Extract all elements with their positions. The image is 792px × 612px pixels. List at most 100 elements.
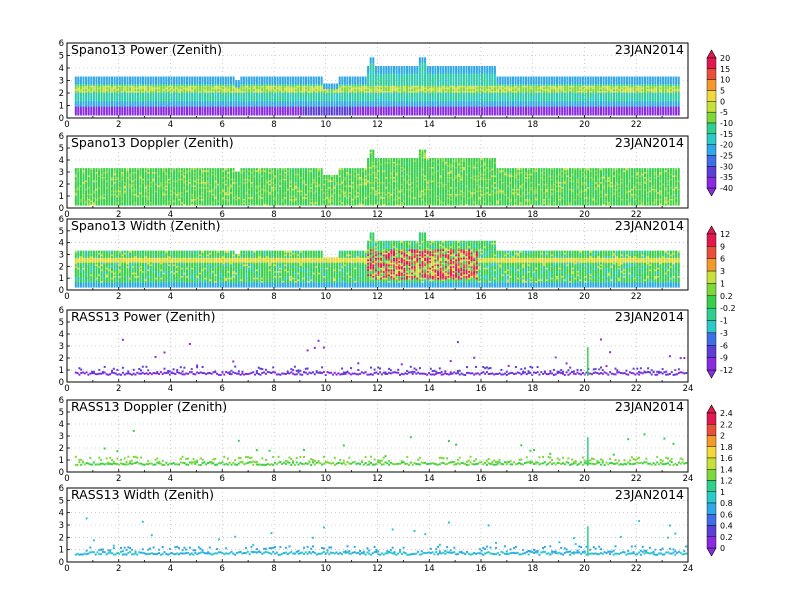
panel-date: 23JAN2014 <box>615 42 684 57</box>
x-tick-label: 14 <box>424 120 435 130</box>
y-tick-label: 1 <box>59 366 64 376</box>
panel-title: Spano13 Power (Zenith) <box>71 42 222 57</box>
y-tick-label: 0 <box>59 378 64 388</box>
y-tick-label: 4 <box>59 509 64 519</box>
panel-title: Spano13 Width (Zenith) <box>71 218 221 233</box>
colorbar-tick-label: -10 <box>720 119 733 128</box>
colorbar-tick-label: 0.8 <box>720 499 733 508</box>
x-tick-label: 16 <box>476 474 487 484</box>
colorbar-tick-label: 0 <box>720 544 725 553</box>
colorbar-tick-label: 10 <box>720 76 730 85</box>
x-tick-label: 18 <box>527 120 538 130</box>
y-tick-label: 6 <box>59 484 64 494</box>
x-tick-label: 14 <box>424 474 435 484</box>
x-tick-label: 4 <box>168 384 173 394</box>
x-tick-label: 20 <box>579 474 590 484</box>
y-tick-label: 1 <box>59 192 64 202</box>
x-tick-label: 22 <box>631 292 642 302</box>
x-tick-label: 2 <box>116 384 121 394</box>
x-tick-label: 22 <box>631 384 642 394</box>
colorbar-tick-label: 1.8 <box>720 443 733 452</box>
y-tick-label: 2 <box>59 354 64 364</box>
x-tick-label: 6 <box>220 292 225 302</box>
colorbar-tick-label: 15 <box>720 65 730 74</box>
x-tick-label: 0 <box>64 120 69 130</box>
panel-date: 23JAN2014 <box>615 487 684 502</box>
colorbar-tick-label: -3 <box>720 329 728 338</box>
colorbar-tick-label: -6 <box>720 341 728 350</box>
x-tick-label: 10 <box>320 384 331 394</box>
x-tick-label: 4 <box>168 474 173 484</box>
x-tick-label: 16 <box>476 564 487 574</box>
y-tick-label: 5 <box>59 227 64 237</box>
colorbar-tick-label: 1.2 <box>720 477 733 486</box>
colorbar-tick-label: -12 <box>720 366 733 375</box>
colorbar-tick-label: 0.2 <box>720 292 733 301</box>
y-tick-label: 3 <box>59 168 64 178</box>
x-tick-label: 12 <box>372 292 383 302</box>
x-tick-label: 2 <box>116 564 121 574</box>
y-tick-label: 3 <box>59 342 64 352</box>
colorbar-tick-label: -15 <box>720 130 733 139</box>
colorbar-tick-label: 2 <box>720 432 725 441</box>
x-tick-label: 18 <box>527 474 538 484</box>
x-tick-label: 14 <box>424 384 435 394</box>
colorbar-tick-label: -20 <box>720 141 733 150</box>
colorbar-tick-label: 0 <box>720 97 725 106</box>
y-tick-label: 4 <box>59 420 64 430</box>
x-tick-label: 0 <box>64 474 69 484</box>
panel-title: RASS13 Power (Zenith) <box>71 309 215 324</box>
x-tick-label: 8 <box>271 474 276 484</box>
y-tick-label: 2 <box>59 262 64 272</box>
y-tick-label: 2 <box>59 444 64 454</box>
x-tick-label: 0 <box>64 384 69 394</box>
colorbar-tick-label: 0.2 <box>720 533 733 542</box>
x-tick-label: 6 <box>220 564 225 574</box>
x-tick-label: 0 <box>64 564 69 574</box>
x-tick-label: 16 <box>476 384 487 394</box>
x-tick-label: 8 <box>271 120 276 130</box>
x-tick-label: 6 <box>220 120 225 130</box>
x-tick-label: 16 <box>476 120 487 130</box>
colorbar-tick-label: 2.2 <box>720 420 733 429</box>
colorbar-5: 2.42.221.81.61.41.210.80.60.40.20 <box>707 405 733 556</box>
y-tick-label: 1 <box>59 274 64 284</box>
x-tick-label: 14 <box>424 564 435 574</box>
y-tick-label: 0 <box>59 558 64 568</box>
panel-title: RASS13 Doppler (Zenith) <box>71 399 227 414</box>
y-tick-label: 0 <box>59 114 64 124</box>
colorbar-tick-label: -0.2 <box>720 304 736 313</box>
colorbar-tick-label: 1.4 <box>720 465 733 474</box>
colorbar-tick-label: 0.6 <box>720 510 733 519</box>
colorbar-tick-label: -35 <box>720 173 733 182</box>
x-tick-label: 8 <box>271 564 276 574</box>
colorbar-tick-label: 0.4 <box>720 522 733 531</box>
x-tick-label: 6 <box>220 474 225 484</box>
x-tick-label: 10 <box>320 474 331 484</box>
y-tick-label: 6 <box>59 39 64 49</box>
colorbar-tick-label: -1 <box>720 317 728 326</box>
panel-date: 23JAN2014 <box>615 309 684 324</box>
y-tick-label: 1 <box>59 102 64 112</box>
panel-date: 23JAN2014 <box>615 135 684 150</box>
y-tick-label: 4 <box>59 156 64 166</box>
x-tick-label: 24 <box>683 384 694 394</box>
y-tick-label: 3 <box>59 432 64 442</box>
panel-date: 23JAN2014 <box>615 218 684 233</box>
x-tick-label: 20 <box>579 384 590 394</box>
x-tick-label: 18 <box>527 384 538 394</box>
y-tick-label: 4 <box>59 330 64 340</box>
colorbar-tick-label: 1 <box>720 279 725 288</box>
y-tick-label: 4 <box>59 239 64 249</box>
x-tick-label: 20 <box>579 564 590 574</box>
y-tick-label: 0 <box>59 286 64 296</box>
x-tick-label: 18 <box>527 564 538 574</box>
colorbar-tick-label: -30 <box>720 162 733 171</box>
x-tick-label: 22 <box>631 120 642 130</box>
x-tick-label: 10 <box>320 564 331 574</box>
colorbar-tick-label: -40 <box>720 184 733 193</box>
colorbar-tick-label: 12 <box>720 230 730 239</box>
